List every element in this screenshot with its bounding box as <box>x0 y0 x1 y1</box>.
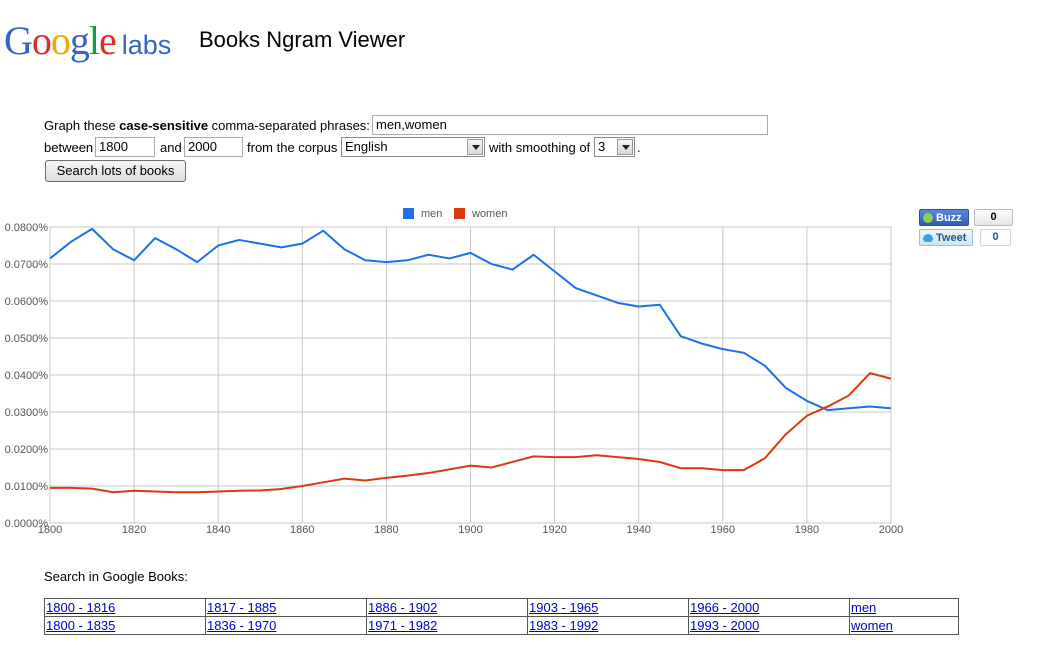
logo-letter: g <box>69 18 90 63</box>
logo-letter: o <box>50 18 71 63</box>
year-range-link[interactable]: 1993 - 2000 <box>690 618 760 633</box>
buzz-count: 0 <box>974 209 1013 226</box>
tweet-button[interactable]: Tweet <box>919 229 973 246</box>
series-line-men <box>49 227 892 412</box>
end-year-input[interactable]: 2000 <box>184 137 243 157</box>
chevron-down-icon <box>617 139 633 155</box>
x-tick-label: 2000 <box>879 524 903 536</box>
table-cell: 1966 - 2000 <box>688 598 850 617</box>
year-range-link[interactable]: 1903 - 1965 <box>529 600 599 615</box>
y-tick-label: 0.0400% <box>5 370 49 382</box>
smoothing-select[interactable]: 3 <box>594 137 635 157</box>
books-links-table: 1800 - 1816 1817 - 1885 1886 - 1902 1903 - … <box>44 598 959 635</box>
logo-letter: l <box>88 18 100 63</box>
chart-series <box>49 227 892 494</box>
period: . <box>637 140 641 155</box>
corpus-select[interactable]: English <box>341 137 485 157</box>
chart-legend: men women <box>403 208 507 220</box>
year-range-link[interactable]: 1971 - 1982 <box>368 618 438 633</box>
y-axis-ticks: 0.0000% 0.0100% 0.0200% 0.0300% 0.0400% 0.050… <box>5 222 49 530</box>
table-cell: 1886 - 1902 <box>366 598 528 617</box>
between-label: between <box>44 140 94 155</box>
y-tick-label: 0.0800% <box>5 222 49 234</box>
table-cell: 1800 - 1816 <box>44 598 206 617</box>
table-row: 1800 - 1835 1836 - 1970 1971 - 1982 1983 - … <box>44 616 959 635</box>
x-tick-label: 1840 <box>206 524 230 536</box>
table-cell: women <box>849 616 959 635</box>
year-range-link[interactable]: 1983 - 1992 <box>529 618 599 633</box>
phrases-input[interactable]: men,women <box>372 115 768 135</box>
table-cell: 1800 - 1835 <box>44 616 206 635</box>
and-label: and <box>160 140 182 155</box>
page-title: Books Ngram Viewer <box>199 27 406 52</box>
table-cell: 1836 - 1970 <box>205 616 367 635</box>
series-line-women <box>50 372 892 494</box>
year-range-link[interactable]: 1817 - 1885 <box>207 600 277 615</box>
google-logo: Google <box>4 18 117 63</box>
google-labs-logo[interactable]: Google labs <box>4 18 171 64</box>
x-tick-label: 1800 <box>38 524 62 536</box>
tweet-count: 0 <box>980 229 1011 246</box>
legend-swatch-women <box>454 208 465 219</box>
logo-letter: G <box>4 18 33 63</box>
logo-letter: o <box>31 18 52 63</box>
x-tick-label: 1820 <box>122 524 146 536</box>
legend-label-women: women <box>471 208 507 220</box>
table-cell: 1903 - 1965 <box>527 598 689 617</box>
start-year-input[interactable]: 1800 <box>95 137 155 157</box>
phrases-label: Graph these case-sensitive comma-separat… <box>44 118 370 133</box>
labs-label: labs <box>121 30 172 60</box>
x-tick-label: 1900 <box>458 524 482 536</box>
x-tick-label: 1960 <box>711 524 735 536</box>
year-range-link[interactable]: 1836 - 1970 <box>207 618 277 633</box>
logo-letter: e <box>99 18 117 63</box>
x-tick-label: 1980 <box>795 524 819 536</box>
year-range-link[interactable]: 1886 - 1902 <box>368 600 438 615</box>
table-cell: 1817 - 1885 <box>205 598 367 617</box>
y-tick-label: 0.0500% <box>5 333 49 345</box>
legend-label-men: men <box>421 208 442 220</box>
table-cell: men <box>849 598 959 617</box>
legend-swatch-men <box>403 208 414 219</box>
smoothing-label: with smoothing of <box>489 140 591 155</box>
term-link[interactable]: women <box>851 618 893 633</box>
y-tick-label: 0.0600% <box>5 296 49 308</box>
year-range-link[interactable]: 1966 - 2000 <box>690 600 760 615</box>
y-tick-label: 0.0100% <box>5 481 49 493</box>
y-tick-label: 0.0000% <box>5 518 49 530</box>
y-tick-label: 0.0200% <box>5 444 49 456</box>
year-range-link[interactable]: 1800 - 1835 <box>46 618 116 633</box>
x-tick-label: 1860 <box>290 524 314 536</box>
buzz-icon <box>923 213 933 223</box>
table-cell: 1983 - 1992 <box>527 616 689 635</box>
x-axis-ticks: 1800 1820 1840 1860 1880 1900 1920 1940 1960 1980… <box>38 524 903 536</box>
term-link[interactable]: men <box>851 600 877 615</box>
x-tick-label: 1940 <box>626 524 650 536</box>
table-cell: 1993 - 2000 <box>688 616 850 635</box>
search-button[interactable]: Search lots of books <box>45 160 186 182</box>
search-books-label: Search in Google Books: <box>44 569 188 584</box>
buzz-button[interactable]: Buzz <box>919 209 969 226</box>
y-tick-label: 0.0700% <box>5 259 49 271</box>
chart-grid <box>49 226 892 524</box>
table-row: 1800 - 1816 1817 - 1885 1886 - 1902 1903 - … <box>44 598 959 617</box>
year-range-link[interactable]: 1800 - 1816 <box>46 600 116 615</box>
corpus-label: from the corpus <box>247 140 338 155</box>
x-tick-label: 1920 <box>542 524 566 536</box>
y-tick-label: 0.0300% <box>5 407 49 419</box>
table-cell: 1971 - 1982 <box>366 616 528 635</box>
ngram-chart: 0.0000% 0.0100% 0.0200% 0.0300% 0.0400% 0.050… <box>5 208 903 536</box>
twitter-bird-icon <box>923 234 933 242</box>
chevron-down-icon <box>467 139 483 155</box>
x-tick-label: 1880 <box>374 524 398 536</box>
